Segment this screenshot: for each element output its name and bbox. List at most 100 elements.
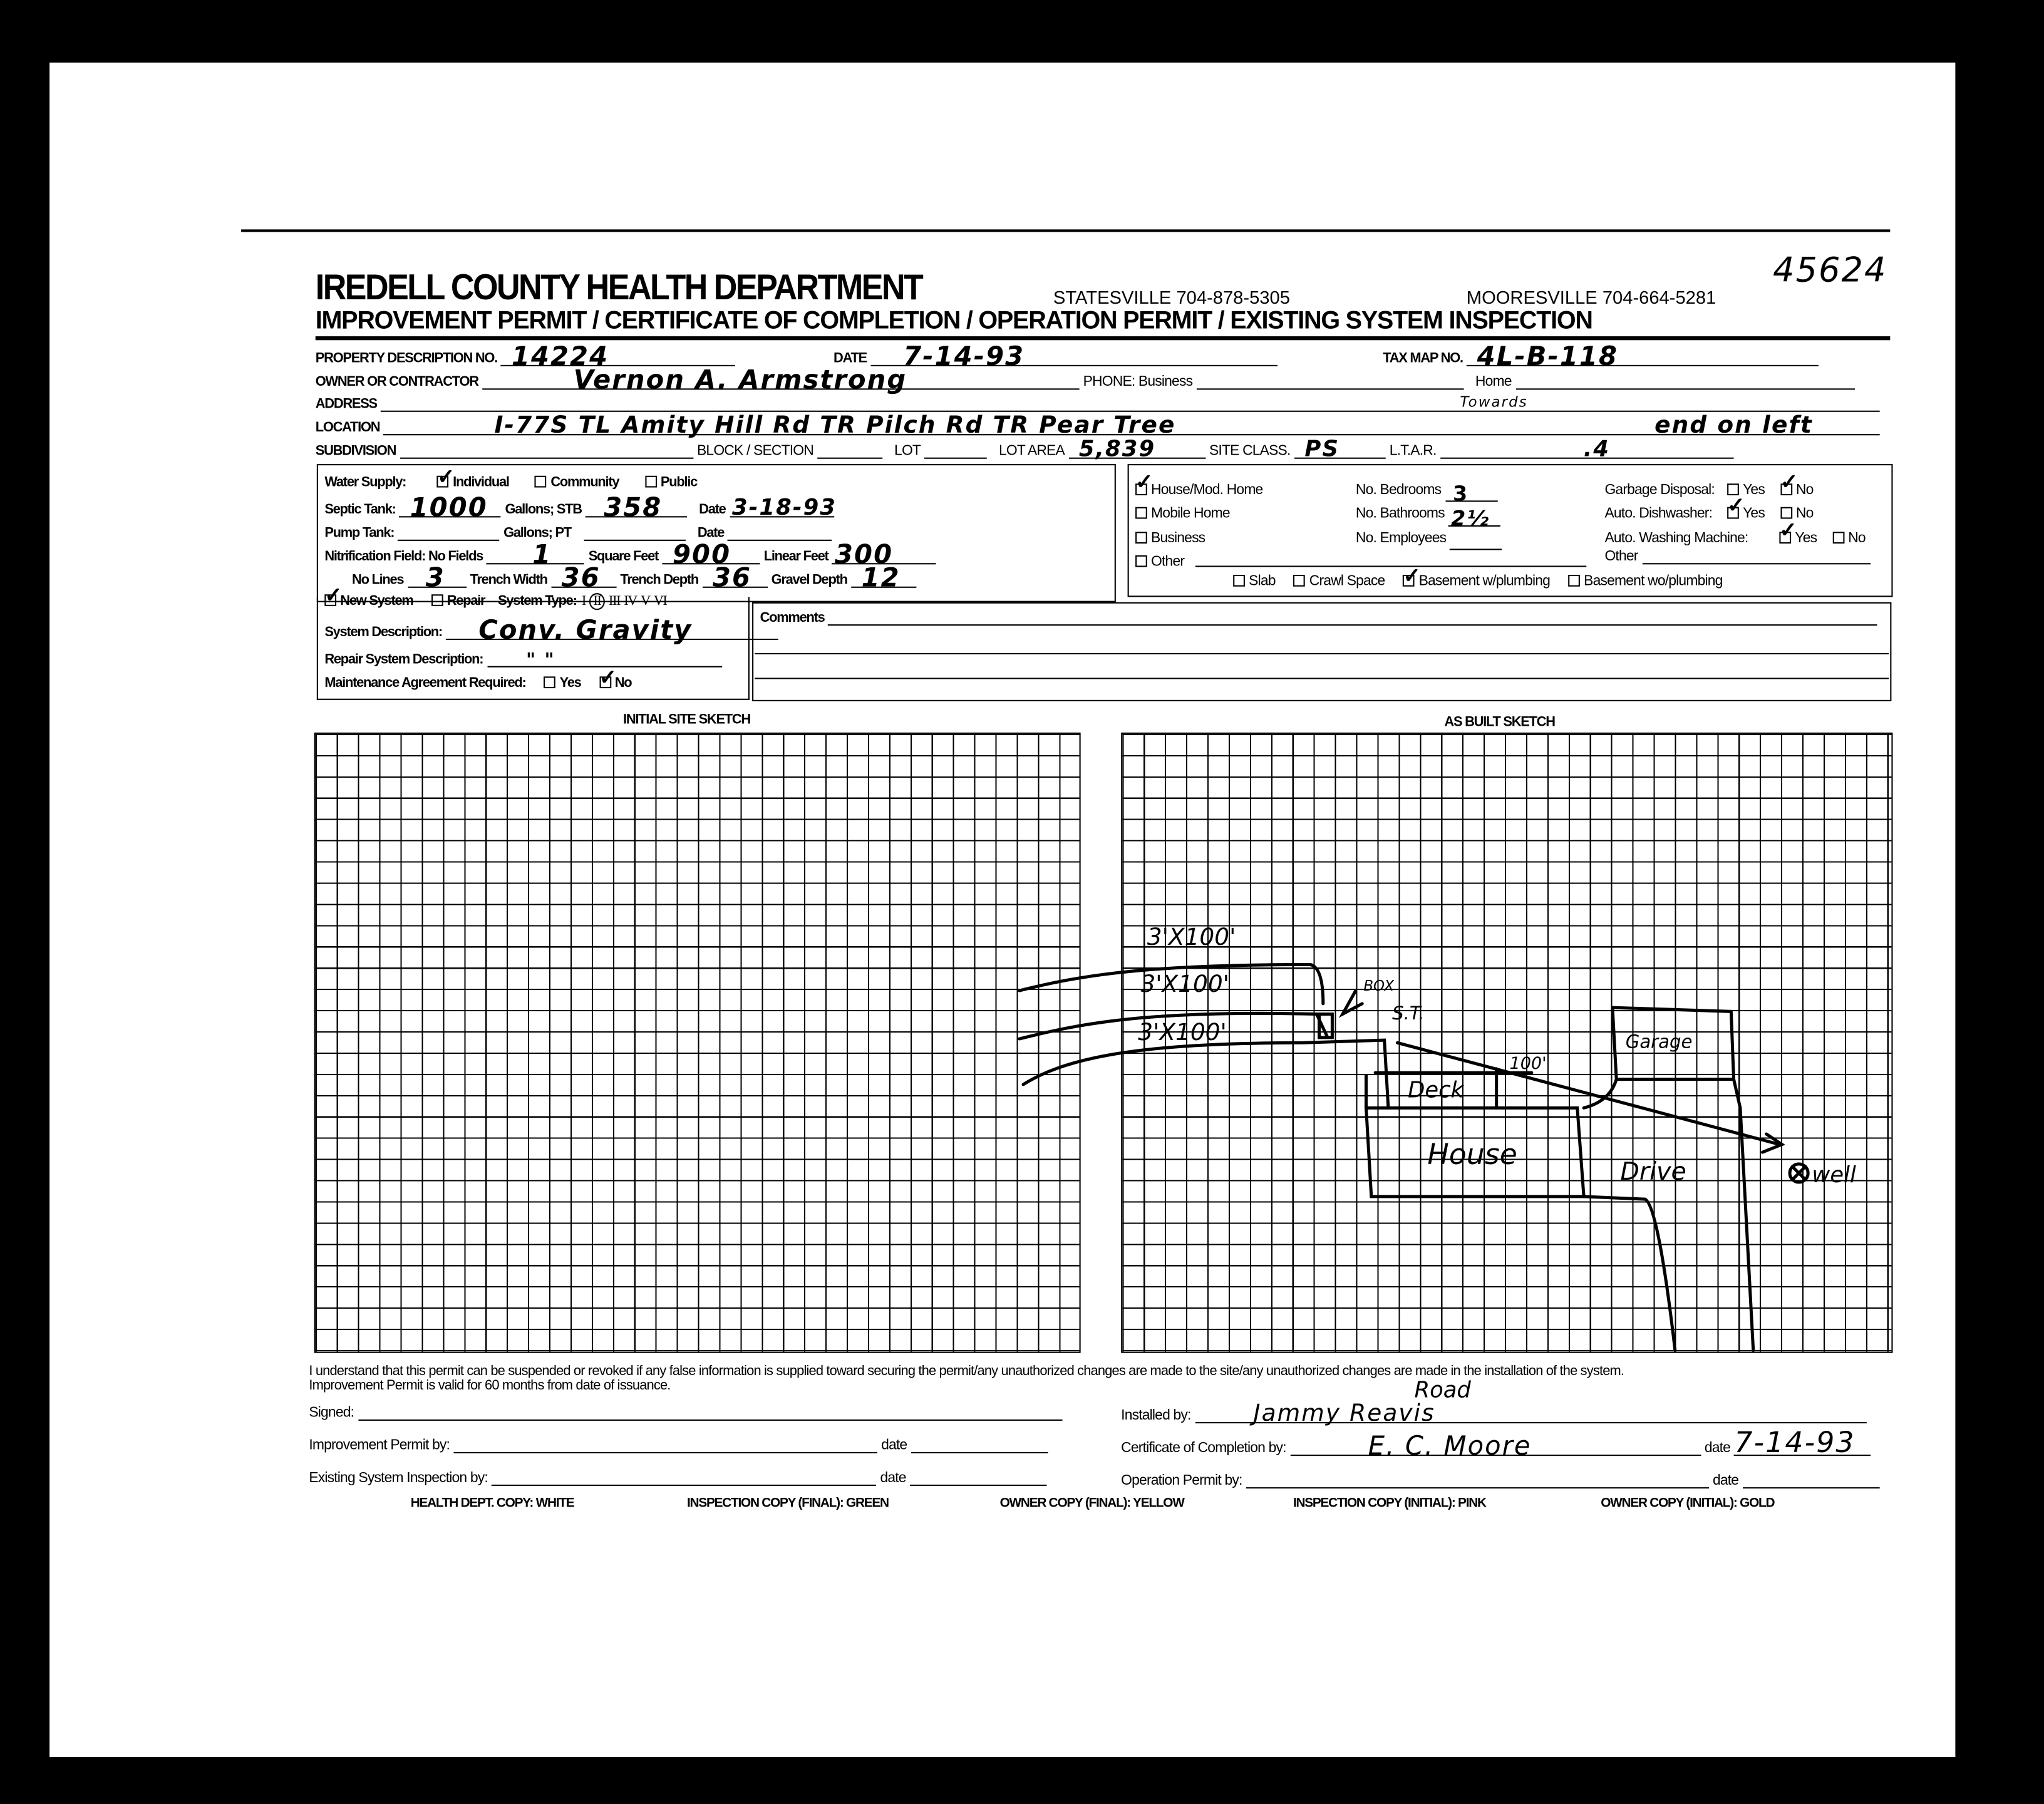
checkbox[interactable]	[544, 676, 556, 689]
checkbox[interactable]	[535, 476, 547, 488]
pump-date-field[interactable]	[728, 522, 832, 541]
water-option-public[interactable]: Public	[637, 475, 698, 490]
checkbox[interactable]	[1727, 483, 1739, 496]
building-type-option[interactable]: House/Mod. Home	[1135, 472, 1263, 502]
date-field[interactable]: 7-14-93	[870, 343, 1278, 369]
checkbox[interactable]	[1727, 496, 1744, 520]
bathrooms-field[interactable]: 2½	[1448, 507, 1501, 528]
checkbox[interactable]	[324, 583, 341, 609]
block-label: BLOCK / SECTION	[696, 443, 814, 459]
checkbox[interactable]	[599, 665, 616, 691]
existing-inspection-label: Existing System Inspection by:	[309, 1470, 488, 1487]
checkbox[interactable]	[1780, 472, 1797, 496]
garbage-no[interactable]: No	[1772, 472, 1814, 498]
system-type-III[interactable]: III	[609, 594, 621, 609]
foundation-option[interactable]: Crawl Space	[1286, 574, 1385, 589]
lot-area-field[interactable]: 5,839	[1068, 438, 1205, 461]
washer-yes[interactable]: Yes	[1772, 520, 1817, 545]
lines-field[interactable]: 3	[407, 564, 467, 590]
sqft-field[interactable]: 900	[662, 541, 760, 567]
checkbox[interactable]	[1403, 563, 1420, 589]
checkbox[interactable]	[1135, 555, 1147, 567]
address-field[interactable]	[381, 393, 1880, 412]
septic-gallons-field[interactable]: 1000	[399, 494, 502, 520]
bedrooms-field[interactable]: 3	[1445, 483, 1497, 504]
site-class-field[interactable]: PS	[1294, 438, 1386, 461]
dishwasher-yes[interactable]: Yes	[1720, 496, 1765, 522]
checkbox[interactable]	[1832, 531, 1844, 544]
checkbox[interactable]	[1135, 472, 1152, 496]
checkbox[interactable]	[1780, 507, 1792, 520]
operation-date-field[interactable]	[1742, 1473, 1880, 1489]
existing-date-field[interactable]	[909, 1470, 1047, 1487]
maintenance-no[interactable]: No	[591, 665, 632, 691]
checkbox[interactable]	[1568, 575, 1580, 587]
checkbox[interactable]	[437, 465, 454, 490]
checkbox[interactable]	[1135, 531, 1147, 544]
trench-width-field[interactable]: 36	[551, 564, 617, 590]
checkbox[interactable]	[1293, 575, 1306, 587]
pt-field[interactable]	[584, 522, 686, 541]
system-type-IV[interactable]: IV	[624, 594, 637, 609]
checkbox[interactable]	[1233, 575, 1245, 587]
other-building-line[interactable]	[1195, 565, 1587, 567]
initial-site-sketch-grid[interactable]	[314, 732, 1081, 1353]
water-option-community[interactable]: Community	[527, 475, 620, 490]
building-types: House/Mod. Home Mobile Home Business Other	[1135, 472, 1263, 574]
phone-home-field[interactable]	[1515, 370, 1855, 390]
dishwasher-no[interactable]: No	[1772, 506, 1814, 522]
improvement-date-field[interactable]	[911, 1438, 1048, 1453]
building-type-option[interactable]: Other	[1135, 550, 1262, 574]
gravel-field[interactable]: 12	[850, 564, 917, 590]
signed-field[interactable]	[358, 1405, 1062, 1421]
block-field[interactable]	[817, 439, 883, 459]
foundation-option[interactable]: Slab	[1226, 574, 1276, 589]
ltar-field[interactable]: .4	[1440, 438, 1734, 461]
existing-inspection-field[interactable]	[492, 1470, 877, 1487]
building-type-option[interactable]: Business	[1135, 526, 1262, 550]
location-field[interactable]: I-77S TL Amity Hill Rd TR Pilch Rd TR Pe…	[383, 414, 1881, 437]
building-type-option[interactable]: Mobile Home	[1135, 502, 1262, 526]
system-type-I[interactable]: I	[581, 594, 586, 609]
owner-field[interactable]: Vernon A. Armstrong	[482, 366, 1080, 393]
new-system-option[interactable]: New System	[324, 583, 414, 609]
water-option-individual[interactable]: Individual	[430, 465, 510, 490]
comments-line	[755, 652, 1889, 654]
checkbox[interactable]	[1135, 507, 1147, 520]
drain-line-1-label: 3'X100'	[1147, 923, 1236, 951]
lot-field[interactable]	[924, 439, 988, 459]
phone-business-field[interactable]	[1196, 370, 1464, 390]
checkbox[interactable]	[644, 476, 657, 488]
foundation-option[interactable]: Basement wo/plumbing	[1561, 574, 1723, 589]
checkbox[interactable]	[431, 594, 443, 607]
operation-permit-field[interactable]	[1246, 1473, 1709, 1489]
certificate-date-field[interactable]: 7-14-93	[1734, 1429, 1871, 1458]
trench-depth-field[interactable]: 36	[702, 564, 768, 590]
repair-option[interactable]: Repair	[423, 593, 486, 609]
no-fields-field[interactable]: 1	[487, 541, 585, 567]
installed-by-field[interactable]: Jammy Reavis	[1194, 1402, 1866, 1425]
checkbox[interactable]	[1779, 520, 1796, 544]
linear-field[interactable]: 300	[832, 541, 937, 567]
tax-map-field[interactable]: 4L-B-118	[1467, 343, 1819, 369]
pump-gallons-field[interactable]	[398, 522, 500, 541]
comments-field[interactable]	[828, 609, 1878, 626]
property-desc-field[interactable]: 14224	[501, 343, 736, 369]
stb-field[interactable]: 358	[586, 494, 688, 520]
garbage-yes[interactable]: Yes	[1720, 482, 1765, 498]
maintenance-yes[interactable]: Yes	[536, 675, 582, 691]
washer-no[interactable]: No	[1825, 530, 1866, 545]
subdivision-field[interactable]	[400, 439, 693, 459]
system-type-options[interactable]: I II III IV V VI	[581, 593, 671, 611]
system-type-II[interactable]: II	[589, 593, 605, 611]
system-type-V[interactable]: V	[641, 594, 651, 609]
foundation-option[interactable]: Basement w/plumbing	[1395, 563, 1551, 589]
certificate-field[interactable]: E. C. Moore	[1289, 1433, 1701, 1458]
employees-field[interactable]	[1450, 534, 1502, 550]
stb-label: STB	[556, 502, 582, 518]
system-type-VI[interactable]: VI	[654, 594, 668, 609]
system-description-field[interactable]: Conv. Gravity	[446, 617, 779, 642]
other-appliance-field[interactable]	[1641, 549, 1871, 565]
improvement-permit-field[interactable]	[453, 1438, 877, 1453]
septic-date-field[interactable]: 3-18-93	[729, 497, 835, 520]
